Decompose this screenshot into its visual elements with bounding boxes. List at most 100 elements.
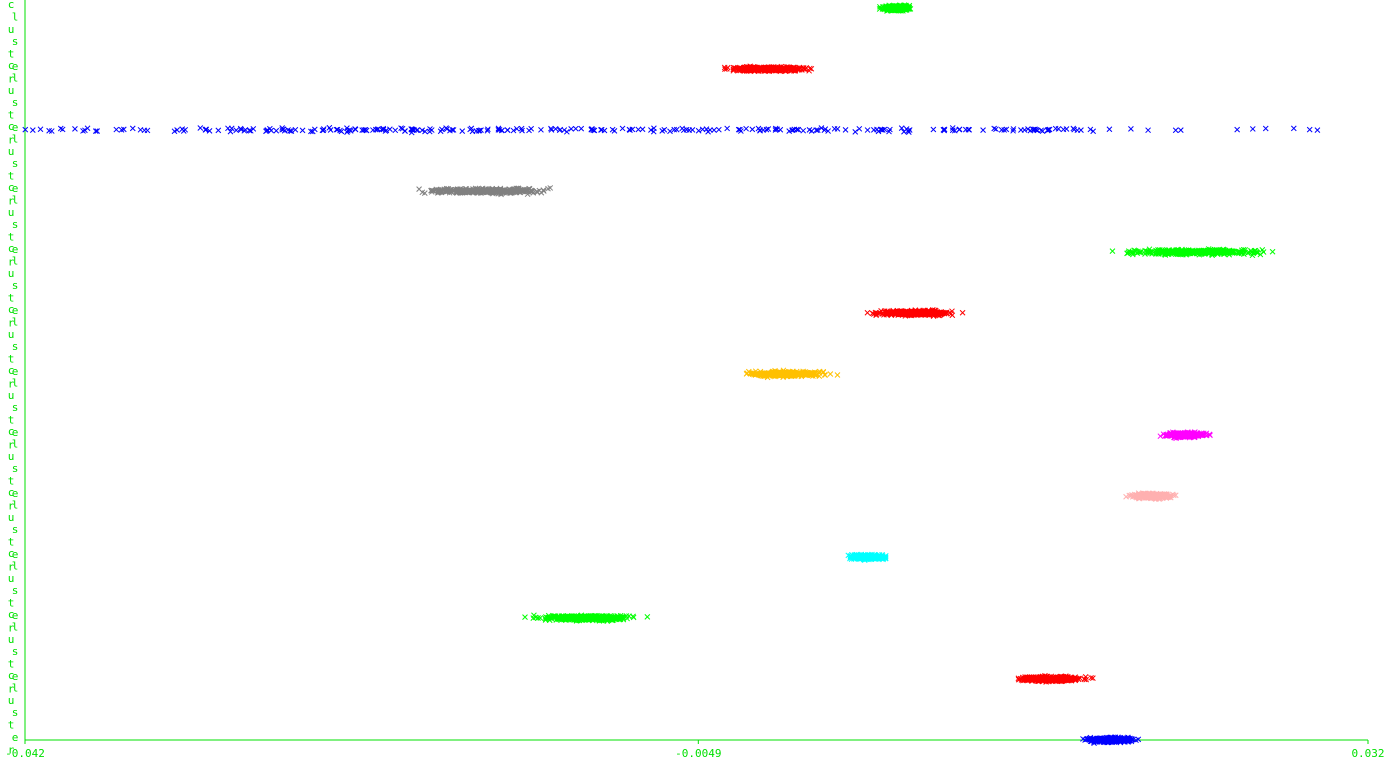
y-label-letter: c bbox=[8, 59, 15, 72]
data-point bbox=[798, 67, 805, 73]
data-point bbox=[320, 127, 327, 134]
y-label-letter: l bbox=[12, 71, 19, 84]
y-label-letter: s bbox=[12, 462, 19, 475]
y-label-letter: c bbox=[8, 364, 15, 377]
data-point bbox=[745, 64, 752, 71]
data-point bbox=[548, 125, 554, 132]
data-point bbox=[215, 127, 222, 134]
data-point bbox=[461, 187, 468, 194]
y-label-letter: e bbox=[12, 670, 19, 683]
y-label-letter: s bbox=[12, 218, 19, 231]
data-point bbox=[363, 127, 370, 134]
y-label-letter: r bbox=[8, 255, 15, 268]
data-point bbox=[344, 125, 350, 131]
data-point bbox=[818, 125, 825, 131]
data-point bbox=[956, 126, 963, 133]
data-point bbox=[831, 125, 838, 132]
cluster-series-8 bbox=[1123, 490, 1179, 503]
y-label-letter: r bbox=[8, 72, 15, 85]
y-label-letter: c bbox=[8, 120, 15, 133]
data-point bbox=[352, 126, 359, 133]
data-point bbox=[398, 125, 404, 132]
data-point bbox=[484, 126, 491, 133]
data-point bbox=[510, 127, 517, 134]
data-point bbox=[512, 187, 519, 193]
y-label-letter: l bbox=[12, 437, 19, 450]
data-point bbox=[1032, 126, 1038, 133]
y-label-letter: r bbox=[8, 621, 15, 634]
data-point bbox=[402, 128, 408, 134]
y-label-letter: r bbox=[8, 438, 15, 451]
data-point bbox=[808, 65, 815, 72]
data-point bbox=[552, 126, 559, 132]
data-point bbox=[227, 128, 234, 135]
data-point bbox=[1314, 127, 1321, 134]
cluster-series-1 bbox=[721, 63, 815, 75]
data-point bbox=[1001, 127, 1008, 133]
cluster-series-4 bbox=[1109, 246, 1276, 259]
data-point bbox=[892, 5, 899, 12]
data-point bbox=[197, 125, 204, 131]
data-point bbox=[791, 126, 798, 133]
data-point bbox=[765, 126, 772, 132]
cluster-series-0 bbox=[876, 2, 914, 14]
data-point bbox=[644, 614, 651, 620]
cluster-series-6 bbox=[743, 367, 841, 381]
data-point bbox=[1249, 126, 1256, 132]
data-point bbox=[629, 126, 636, 133]
data-point bbox=[382, 128, 389, 134]
data-point bbox=[495, 127, 502, 133]
data-point bbox=[724, 125, 731, 132]
data-point bbox=[874, 126, 880, 133]
data-point bbox=[72, 126, 78, 132]
data-point bbox=[504, 127, 511, 134]
y-label-letter: s bbox=[12, 157, 19, 170]
y-label-letter: e bbox=[12, 609, 19, 622]
data-point bbox=[422, 128, 428, 135]
data-point bbox=[886, 128, 892, 135]
data-point bbox=[238, 126, 244, 133]
cluster-series-12 bbox=[1080, 734, 1142, 747]
y-label-letter: e bbox=[12, 426, 19, 439]
data-point bbox=[468, 125, 475, 132]
data-point bbox=[480, 187, 486, 194]
data-point bbox=[788, 68, 795, 74]
data-point bbox=[1269, 248, 1276, 255]
data-point bbox=[1306, 126, 1313, 133]
cluster-series-10 bbox=[522, 612, 651, 625]
data-point bbox=[299, 127, 306, 134]
data-point bbox=[1090, 128, 1097, 135]
data-point bbox=[536, 187, 543, 194]
y-label-letter: l bbox=[12, 315, 19, 328]
data-point bbox=[749, 126, 756, 133]
data-point bbox=[279, 125, 286, 131]
data-point bbox=[879, 127, 886, 133]
data-point bbox=[459, 187, 466, 194]
data-point bbox=[881, 5, 888, 11]
data-point bbox=[94, 128, 101, 134]
data-point bbox=[1172, 127, 1179, 134]
y-label-letter: r bbox=[8, 316, 15, 329]
data-point bbox=[673, 126, 680, 133]
y-label-letter: l bbox=[12, 254, 19, 267]
y-label-letter: l bbox=[12, 376, 19, 389]
data-point bbox=[92, 128, 99, 134]
data-point bbox=[250, 126, 257, 132]
data-point bbox=[814, 127, 821, 134]
data-point bbox=[760, 127, 767, 133]
y-label-letter: r bbox=[8, 743, 15, 756]
y-label-letter: s bbox=[12, 401, 19, 414]
y-label-letter: e bbox=[12, 243, 19, 256]
data-point bbox=[877, 5, 884, 12]
data-point bbox=[802, 66, 809, 72]
y-label-letter: e bbox=[12, 60, 19, 73]
data-point bbox=[1259, 247, 1266, 253]
data-point bbox=[113, 126, 120, 133]
data-point bbox=[495, 125, 502, 132]
y-label-letter: s bbox=[12, 96, 19, 109]
data-point bbox=[609, 126, 616, 133]
y-label-letter: u bbox=[8, 267, 15, 280]
y-label-letter: s bbox=[12, 645, 19, 658]
